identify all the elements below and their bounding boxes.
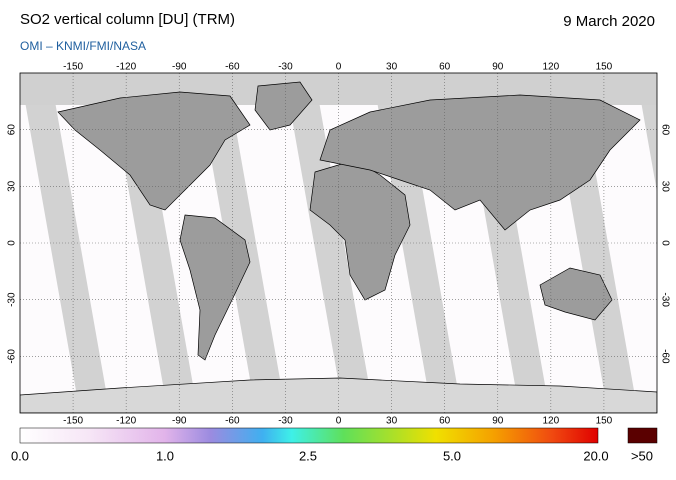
colorbar-label: 2.5 bbox=[299, 448, 317, 463]
lon-tick-label-bottom: 150 bbox=[596, 416, 613, 427]
title: SO2 vertical column [DU] (TRM) bbox=[20, 11, 235, 28]
lon-tick-label-bottom: 90 bbox=[492, 416, 504, 427]
lon-tick-label-top: -150 bbox=[63, 62, 83, 73]
lon-tick-label-bottom: 30 bbox=[386, 416, 398, 427]
lon-tick-label-top: 120 bbox=[542, 62, 559, 73]
colorbar-label: 0.0 bbox=[11, 448, 29, 463]
lat-tick-label-right: -30 bbox=[659, 292, 670, 307]
lon-tick-label-top: -120 bbox=[116, 62, 136, 73]
lat-tick-label-left: 0 bbox=[7, 240, 18, 246]
date: 9 March 2020 bbox=[563, 13, 655, 30]
lon-tick-label-bottom: -150 bbox=[63, 416, 83, 427]
colorbar-label: >50 bbox=[631, 448, 653, 463]
antarctica bbox=[20, 377, 657, 413]
land bbox=[57, 81, 641, 361]
lon-tick-label-bottom: -60 bbox=[225, 416, 240, 427]
lon-tick-label-bottom: -120 bbox=[116, 416, 136, 427]
lat-tick-label-left: -30 bbox=[7, 292, 18, 307]
lon-tick-label-bottom: 120 bbox=[542, 416, 559, 427]
lon-tick-label-top: -30 bbox=[278, 62, 293, 73]
lon-tick-label-top: 0 bbox=[336, 62, 342, 73]
lat-tick-label-right: 0 bbox=[659, 240, 670, 246]
colorbar-label: 20.0 bbox=[583, 448, 608, 463]
ticks: -150 -150 -120 -120 -90 -90 -60 -60 -30 -30 0 0 30 30… bbox=[7, 62, 671, 427]
lat-tick-label-right: 60 bbox=[659, 124, 670, 136]
lon-tick-label-top: 30 bbox=[386, 62, 398, 73]
colorbar-overflow bbox=[627, 427, 658, 444]
lon-tick-label-top: 60 bbox=[439, 62, 451, 73]
lon-tick-label-top: 150 bbox=[596, 62, 613, 73]
lon-tick-label-bottom: 60 bbox=[439, 416, 451, 427]
south-america bbox=[179, 214, 251, 361]
lat-tick-label-left: 30 bbox=[7, 180, 18, 192]
colorbar-label: 5.0 bbox=[443, 448, 461, 463]
lat-tick-label-left: 60 bbox=[7, 124, 18, 136]
lat-tick-label-right: -60 bbox=[659, 349, 670, 364]
map-frame bbox=[19, 72, 658, 414]
australia bbox=[539, 267, 613, 321]
lon-tick-label-top: 90 bbox=[492, 62, 504, 73]
map-area bbox=[20, 73, 657, 413]
lon-tick-label-bottom: -30 bbox=[278, 416, 293, 427]
lon-tick-label-top: -60 bbox=[225, 62, 240, 73]
eurasia bbox=[319, 94, 641, 231]
greenland bbox=[254, 81, 313, 131]
north-america bbox=[57, 91, 251, 211]
graticule bbox=[20, 73, 657, 413]
lon-tick-label-bottom: -90 bbox=[172, 416, 187, 427]
colorbar-label: 1.0 bbox=[156, 448, 174, 463]
africa bbox=[309, 159, 411, 301]
lat-tick-label-right: 30 bbox=[659, 181, 670, 193]
source: OMI – KNMI/FMI/NASA bbox=[20, 39, 146, 53]
lon-tick-label-top: -90 bbox=[172, 62, 187, 73]
colorbar bbox=[19, 427, 599, 444]
lon-tick-label-bottom: 0 bbox=[336, 416, 342, 427]
lat-tick-label-left: -60 bbox=[7, 349, 18, 364]
